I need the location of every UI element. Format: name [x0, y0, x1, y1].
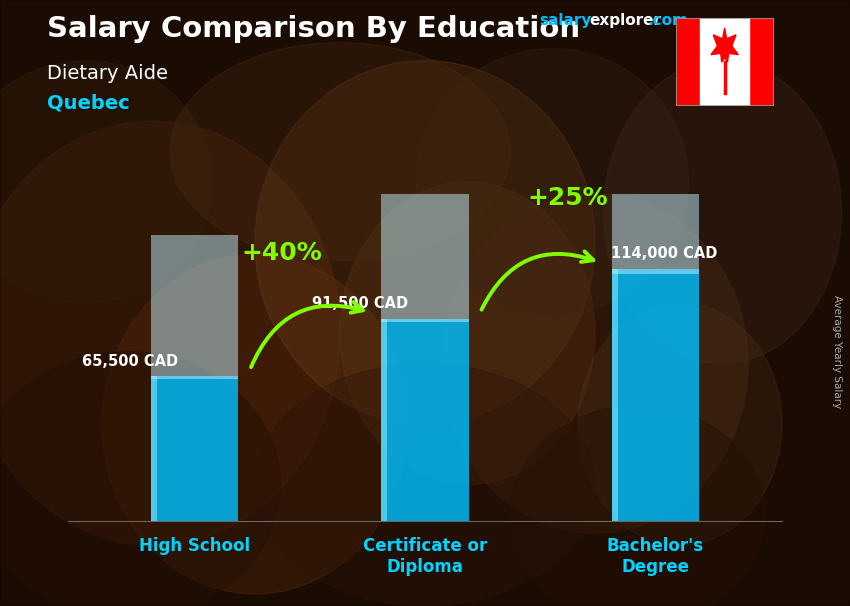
Text: 65,500 CAD: 65,500 CAD: [82, 353, 178, 368]
Bar: [700, 18, 749, 106]
Ellipse shape: [0, 61, 212, 303]
Ellipse shape: [255, 364, 595, 606]
Ellipse shape: [102, 255, 408, 594]
Text: 114,000 CAD: 114,000 CAD: [611, 247, 717, 261]
Text: Average Yearly Salary: Average Yearly Salary: [832, 295, 842, 408]
Ellipse shape: [0, 121, 340, 545]
Bar: [151, 376, 239, 521]
Ellipse shape: [442, 194, 748, 533]
Ellipse shape: [255, 61, 595, 424]
Ellipse shape: [578, 303, 782, 545]
Polygon shape: [711, 28, 739, 62]
Text: Quebec: Quebec: [47, 94, 129, 113]
Bar: [382, 122, 468, 322]
Bar: [611, 269, 618, 521]
Text: +25%: +25%: [528, 186, 608, 210]
Text: .com: .com: [648, 13, 689, 28]
Ellipse shape: [0, 351, 280, 606]
Bar: [382, 319, 468, 521]
Bar: [382, 319, 388, 521]
Ellipse shape: [340, 182, 595, 485]
Text: 91,500 CAD: 91,500 CAD: [313, 296, 409, 311]
Text: +40%: +40%: [241, 241, 322, 264]
Ellipse shape: [510, 406, 765, 606]
Bar: [749, 18, 774, 106]
Ellipse shape: [604, 61, 842, 364]
Bar: [611, 269, 699, 521]
Text: explorer: explorer: [589, 13, 661, 28]
Ellipse shape: [170, 42, 510, 261]
Text: salary: salary: [540, 13, 592, 28]
Bar: [151, 376, 157, 521]
Ellipse shape: [416, 48, 688, 315]
Text: Salary Comparison By Education: Salary Comparison By Education: [47, 15, 580, 43]
Bar: [676, 18, 700, 106]
Bar: [151, 235, 239, 379]
Bar: [611, 24, 699, 274]
Text: Dietary Aide: Dietary Aide: [47, 64, 167, 82]
